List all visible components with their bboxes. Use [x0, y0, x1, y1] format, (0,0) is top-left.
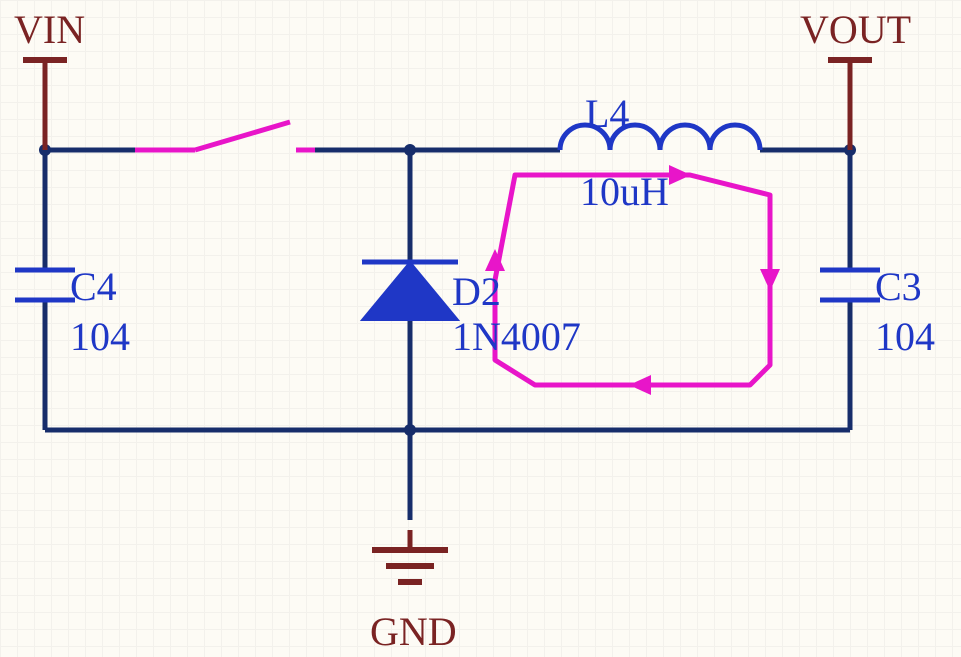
vout-label: VOUT: [800, 6, 911, 53]
schematic-canvas: VIN VOUT GND C4 104 C3 104 D2 1N4007 L4 …: [0, 0, 961, 657]
c3-val: 104: [875, 313, 935, 360]
l4-val: 10uH: [580, 168, 669, 215]
vin-label: VIN: [14, 6, 85, 53]
c4-val: 104: [70, 313, 130, 360]
c3-ref: C3: [875, 263, 922, 310]
gnd-label: GND: [370, 608, 457, 655]
d2-val: 1N4007: [452, 313, 581, 360]
l4-ref: L4: [585, 90, 629, 137]
d2-ref: D2: [452, 268, 501, 315]
c4-ref: C4: [70, 263, 117, 310]
